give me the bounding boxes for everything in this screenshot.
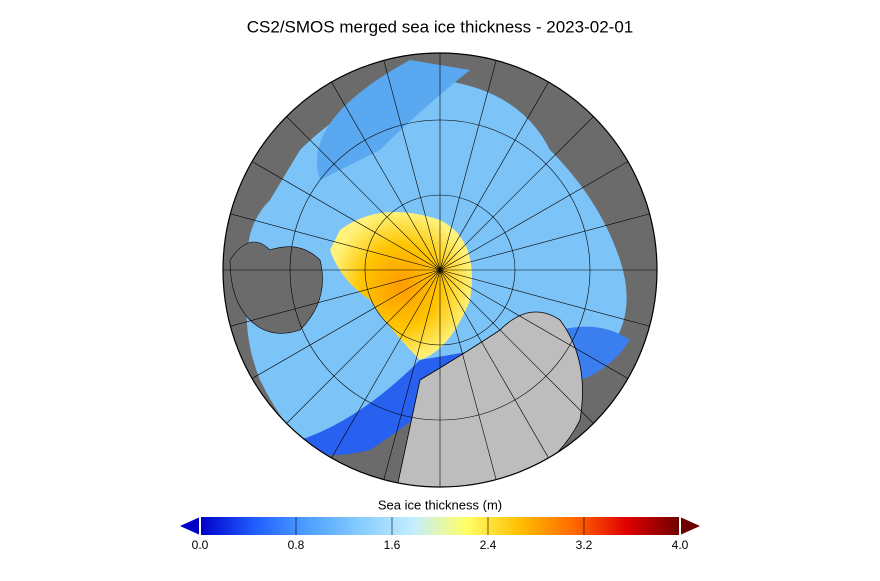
meridian [439, 269, 603, 433]
tick-label: 3.2 [576, 538, 593, 552]
tick-label: 0.8 [288, 538, 305, 552]
sea-ice [316, 60, 470, 180]
tick-label: 0.0 [192, 538, 209, 552]
meridian [240, 154, 441, 271]
colorbar-bar [200, 517, 680, 535]
thick-ice [330, 212, 472, 360]
extend-high [680, 517, 700, 535]
meridian [439, 70, 556, 271]
meridian [439, 107, 603, 271]
tick-label: 2.4 [480, 538, 497, 552]
extend-low [180, 517, 200, 535]
meridian [223, 210, 441, 271]
meridian [277, 107, 441, 271]
map [223, 53, 657, 487]
meridian [380, 269, 441, 487]
tick-label: 1.6 [384, 538, 401, 552]
meridian [277, 269, 441, 433]
meridian [439, 154, 640, 271]
meridian [240, 269, 441, 386]
meridian [439, 269, 500, 487]
meridian [439, 53, 500, 271]
islands [229, 241, 323, 334]
meridian [439, 269, 640, 386]
colorbar: 0.0 0.8 1.6 2.4 3.2 4.0 [180, 517, 700, 552]
graticule [223, 53, 657, 487]
map-border [222, 52, 658, 488]
meridian [324, 269, 441, 470]
meridian [380, 53, 441, 271]
meridian [439, 269, 556, 470]
map-title: CS2/SMOS merged sea ice thickness - 2023… [247, 17, 633, 36]
meridian [223, 269, 441, 330]
tick-label: 4.0 [672, 538, 689, 552]
meridian [439, 269, 657, 330]
meridian [439, 210, 657, 271]
colorbar-label: Sea ice thickness (m) [378, 497, 502, 512]
meridian [324, 70, 441, 271]
